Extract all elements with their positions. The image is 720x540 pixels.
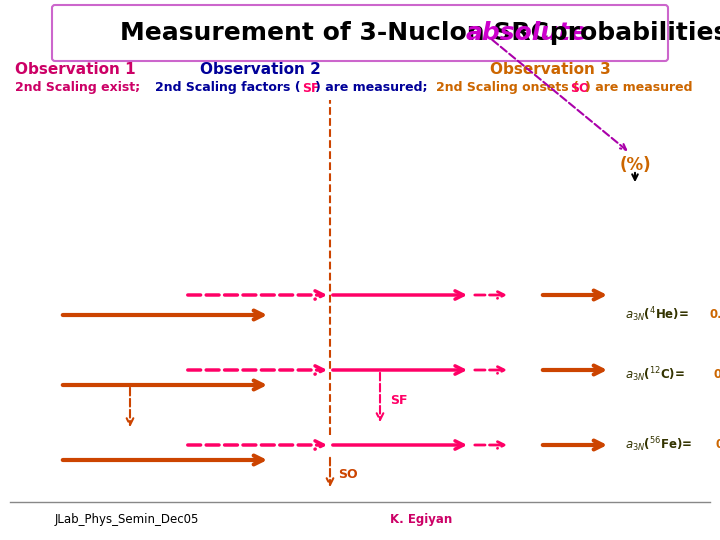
- Text: probabilities: probabilities: [541, 21, 720, 45]
- Text: ) are measured;: ) are measured;: [315, 82, 428, 94]
- Text: SO: SO: [338, 469, 358, 482]
- Text: K. Egiyan: K. Egiyan: [390, 514, 452, 526]
- Text: SF: SF: [390, 394, 408, 407]
- Text: Measurement of 3-Nuclon SRC: Measurement of 3-Nuclon SRC: [120, 21, 558, 45]
- Text: (%): (%): [619, 156, 651, 174]
- Text: 2nd Scaling exist;: 2nd Scaling exist;: [15, 82, 140, 94]
- Text: 0.55: 0.55: [713, 368, 720, 381]
- FancyBboxPatch shape: [52, 5, 668, 61]
- Text: 0.42: 0.42: [710, 308, 720, 321]
- Text: 2nd Scaling onsets (: 2nd Scaling onsets (: [436, 82, 579, 94]
- Text: absolute: absolute: [466, 21, 588, 45]
- Text: $a_{3N}$($^{4}$He)=: $a_{3N}$($^{4}$He)=: [625, 306, 690, 325]
- Text: Observation 2: Observation 2: [200, 63, 321, 78]
- Text: SO: SO: [570, 82, 590, 94]
- Text: Observation 1: Observation 1: [15, 63, 135, 78]
- Text: Observation 3: Observation 3: [490, 63, 611, 78]
- Text: $a_{3N}$($^{56}$Fe)=: $a_{3N}$($^{56}$Fe)=: [625, 436, 693, 454]
- Text: 0.79: 0.79: [716, 438, 720, 451]
- Text: 2nd Scaling factors (: 2nd Scaling factors (: [155, 82, 301, 94]
- Text: $a_{3N}$($^{12}$C)=: $a_{3N}$($^{12}$C)=: [625, 366, 686, 384]
- Text: JLab_Phys_Semin_Dec05: JLab_Phys_Semin_Dec05: [55, 514, 199, 526]
- Text: SF: SF: [302, 82, 320, 94]
- Text: ) are measured: ) are measured: [585, 82, 693, 94]
